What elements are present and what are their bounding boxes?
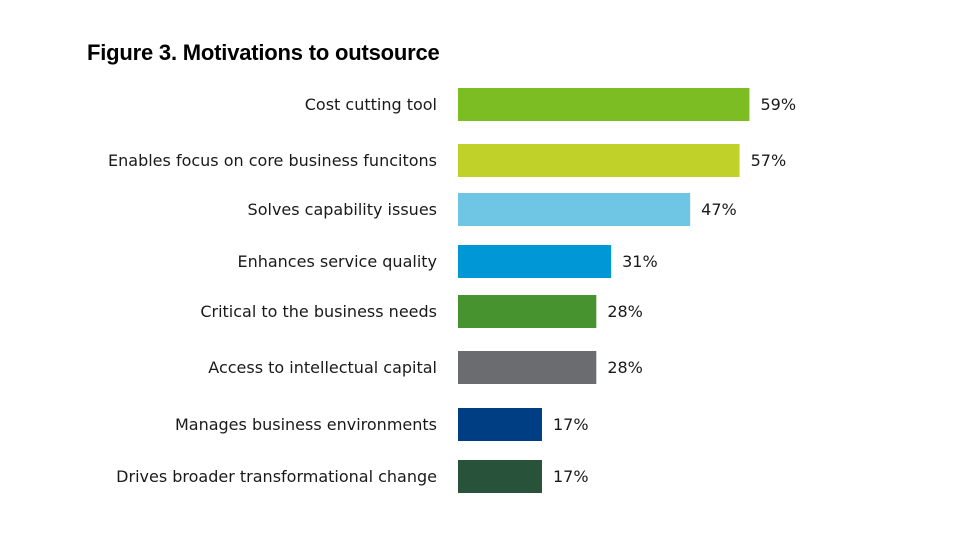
category-label: Cost cutting tool xyxy=(305,95,437,114)
value-label: 17% xyxy=(553,415,589,434)
bar xyxy=(458,295,597,328)
chart-title: Figure 3. Motivations to outsource xyxy=(87,40,440,65)
category-label: Access to intellectual capital xyxy=(208,358,437,377)
category-label: Drives broader transformational change xyxy=(116,467,437,486)
value-label: 28% xyxy=(607,302,643,321)
bar xyxy=(458,408,542,441)
value-label: 17% xyxy=(553,467,589,486)
bar xyxy=(458,144,740,177)
value-label: 57% xyxy=(751,151,787,170)
value-label: 47% xyxy=(701,200,737,219)
category-label: Manages business environments xyxy=(175,415,437,434)
bar xyxy=(458,460,542,493)
category-label: Solves capability issues xyxy=(248,200,437,219)
value-label: 28% xyxy=(607,358,643,377)
bar xyxy=(458,193,691,226)
category-label: Enables focus on core business funcitons xyxy=(108,151,437,170)
bar xyxy=(458,245,612,278)
bar xyxy=(458,351,597,384)
value-label: 31% xyxy=(622,252,658,271)
category-label: Critical to the business needs xyxy=(200,302,437,321)
bar xyxy=(458,88,750,121)
value-label: 59% xyxy=(760,95,796,114)
category-label: Enhances service quality xyxy=(237,252,437,271)
